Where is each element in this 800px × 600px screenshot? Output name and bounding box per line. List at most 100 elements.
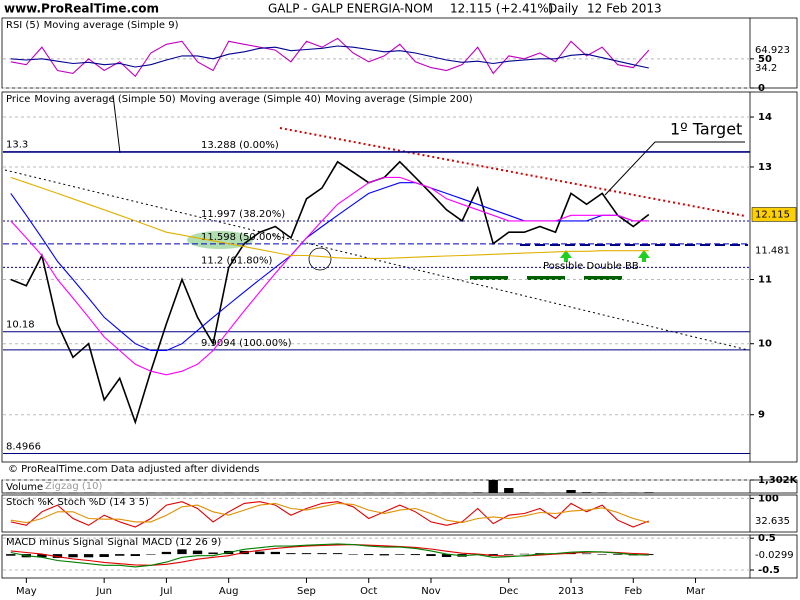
bar (597, 492, 607, 493)
bar (286, 492, 296, 494)
bar (146, 554, 156, 555)
level-label: 9.9094 (100.00%) (201, 338, 292, 349)
bar (535, 492, 545, 494)
bar (597, 554, 607, 555)
bar (317, 492, 327, 494)
series-line (10, 176, 649, 259)
legend-entry: Stoch %D (14 3 5) (57, 497, 148, 508)
bar (628, 492, 638, 494)
last-value-label: 11.481 (755, 246, 790, 257)
bar (192, 492, 203, 494)
bar (161, 551, 172, 555)
level-label: 10.18 (6, 320, 35, 331)
bar (99, 492, 109, 494)
bar (613, 492, 623, 494)
bar (83, 492, 94, 494)
series-line (10, 543, 649, 568)
level-label: 13.3 (6, 140, 28, 151)
site: www.ProRealTime.com (4, 2, 159, 16)
series-line (10, 176, 649, 376)
bar (644, 554, 654, 556)
level-label: 11.2 (61.80%) (201, 255, 272, 266)
bar (519, 492, 530, 493)
annotation: 1º Target (670, 120, 742, 139)
series-line (10, 160, 650, 425)
bar (83, 554, 94, 558)
x-tick-label: Feb (624, 586, 642, 597)
y-tick-label: 9 (758, 410, 765, 421)
bar (146, 492, 156, 494)
bar (426, 492, 436, 494)
bar (255, 492, 265, 494)
x-tick-label: Dec (499, 586, 518, 597)
y-tick-label: 0.5 (758, 533, 776, 544)
bar (581, 492, 592, 493)
bar (177, 549, 187, 555)
target-pointer (604, 141, 745, 196)
bar (99, 554, 109, 557)
bar (130, 554, 140, 557)
last-value-label: 64.923 (755, 45, 790, 56)
series-line (10, 502, 649, 524)
bar (130, 492, 140, 494)
y-tick-label: 0 (758, 83, 765, 94)
resistance-line (279, 127, 746, 217)
bar (395, 554, 405, 555)
legend-entry: RSI (5) (6, 20, 40, 31)
bar (426, 554, 436, 557)
legend-entry: Signal (107, 537, 138, 548)
bar (332, 553, 343, 555)
bar (379, 492, 389, 494)
bar (519, 553, 530, 555)
x-tick-label: Jun (95, 586, 112, 597)
bar (566, 490, 576, 493)
last-value-label: 12.115 (755, 209, 790, 220)
bar (348, 554, 358, 555)
legend-entry: Volume (6, 482, 43, 493)
arrow (560, 250, 572, 262)
bar (52, 492, 63, 494)
last-value-label: -0.0299 (755, 550, 794, 561)
legend-entry: Moving average (Simple 200) (325, 94, 473, 105)
bar (613, 554, 623, 555)
last-value-label: 34.2 (755, 63, 777, 74)
bar (504, 554, 514, 555)
bar (68, 554, 78, 558)
y-tick-label: 10 (758, 339, 772, 350)
bar (472, 492, 483, 493)
y-tick-label: 1,302K (758, 475, 799, 486)
series-line (10, 544, 649, 566)
bar (6, 554, 16, 556)
y-tick-label: 11 (758, 275, 772, 286)
bar (441, 492, 452, 494)
legend-entry: Moving average (Simple 9) (44, 20, 179, 31)
bar (301, 492, 312, 494)
last-value-box (751, 207, 797, 222)
bar (37, 492, 47, 494)
legend-entry: Moving average (Simple 50) (34, 94, 175, 105)
series-line (10, 501, 649, 528)
bar (223, 492, 234, 494)
y-tick-label: 100 (758, 493, 779, 504)
annotation: © ProRealTime.com Data adjusted after di… (8, 464, 259, 475)
bar (348, 492, 358, 494)
bar (644, 492, 654, 493)
x-tick-label: May (16, 586, 37, 597)
annotation: Zigzag (10) (45, 481, 103, 492)
bar (395, 492, 405, 494)
bar (410, 492, 421, 494)
level-label: 13.288 (0.00%) (201, 140, 279, 151)
x-tick-label: Mar (686, 586, 706, 597)
trend-line-top (112, 94, 121, 154)
highlight (187, 231, 253, 249)
x-tick-label: Oct (360, 586, 377, 597)
bar (457, 492, 467, 494)
bar (21, 492, 32, 494)
legend-entry: MACD (12 26 9) (142, 537, 221, 548)
bar (504, 488, 514, 493)
bar (208, 552, 218, 555)
x-tick-label: Jul (159, 586, 172, 597)
bar (286, 553, 296, 555)
panel-frame (1, 534, 798, 579)
